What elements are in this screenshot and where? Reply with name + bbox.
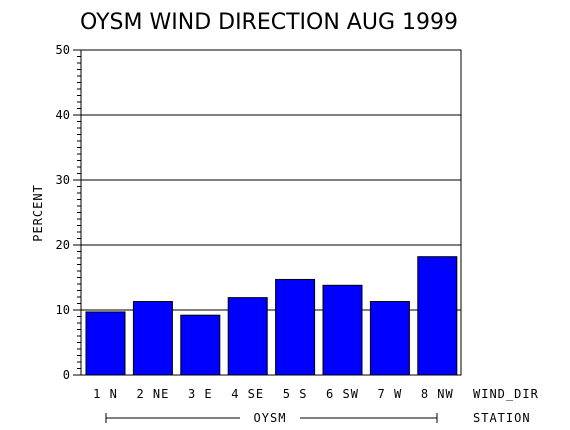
x-tick-label-1: 1 N xyxy=(93,387,118,401)
bar-2 xyxy=(132,301,173,376)
x-axis-label: WIND_DIR xyxy=(473,387,539,401)
station-axis-label: STATION xyxy=(473,411,531,425)
x-tick-label-4: 4 SE xyxy=(231,387,264,401)
y-tick-label: 10 xyxy=(56,303,70,317)
bar-4 xyxy=(227,297,268,376)
y-axis: 0 10 20 30 40 50 xyxy=(56,43,81,382)
bar-5 xyxy=(275,278,316,376)
chart-title: OYSM WIND DIRECTION AUG 1999 xyxy=(80,10,458,35)
station-group-label: OYSM xyxy=(254,411,287,425)
y-tick-label: 50 xyxy=(56,43,70,57)
y-tick-label: 30 xyxy=(56,173,70,187)
x-tick-label-8: 8 NW xyxy=(421,387,454,401)
x-tick-labels: 1 N 2 NE 3 E 4 SE 5 S 6 SW 7 W 8 NW xyxy=(93,387,454,401)
bar-8 xyxy=(417,256,458,376)
x-tick-label-2: 2 NE xyxy=(136,387,169,401)
y-tick-label: 20 xyxy=(56,238,70,252)
x-tick-label-5: 5 S xyxy=(283,387,308,401)
y-tick-label: 0 xyxy=(63,368,70,382)
station-group-bracket: OYSM xyxy=(105,411,438,425)
x-tick-label-3: 3 E xyxy=(188,387,213,401)
y-tick-label: 40 xyxy=(56,108,70,122)
bar-6 xyxy=(322,284,363,376)
y-axis-label: PERCENT xyxy=(31,184,45,242)
bar-1 xyxy=(85,311,126,376)
bars xyxy=(85,256,458,376)
gridlines xyxy=(81,114,461,311)
bar-3 xyxy=(180,314,221,376)
bar-7 xyxy=(369,301,410,376)
x-tick-label-7: 7 W xyxy=(378,387,403,401)
x-tick-label-6: 6 SW xyxy=(326,387,359,401)
